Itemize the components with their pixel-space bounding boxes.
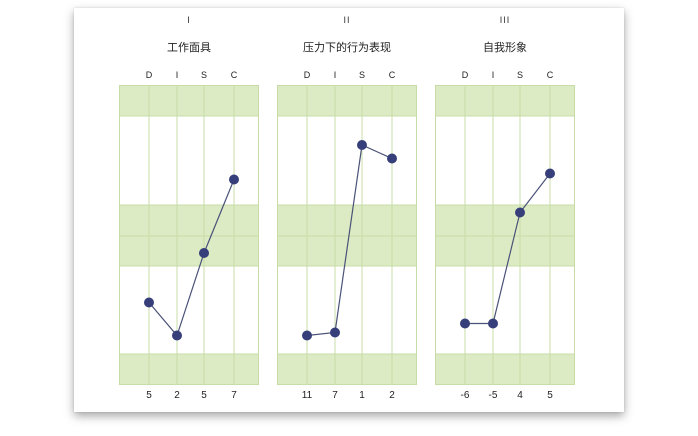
disc-chart: I 工作面具 D 5 I 2 S 5 C 7 II 压力下的行为表现 D 11 I 7 S 1 C 2 III 自我形象 D… xyxy=(119,15,575,401)
data-point-d xyxy=(302,330,312,341)
value-label-i: 7 xyxy=(332,390,338,401)
shaded-band-4 xyxy=(435,354,575,385)
value-label-s: 4 xyxy=(517,390,523,401)
disc-report-card: I 工作面具 D 5 I 2 S 5 C 7 II 压力下的行为表现 D 11 I 7 S 1 C 2 III 自我形象 D… xyxy=(74,8,624,412)
shaded-band-2 xyxy=(277,205,417,236)
column-label-c: C xyxy=(389,70,396,80)
value-label-c: 5 xyxy=(547,390,553,401)
data-point-c xyxy=(387,153,397,164)
shaded-band-1 xyxy=(277,85,417,116)
data-point-i xyxy=(330,327,340,338)
shaded-band-1 xyxy=(435,85,575,116)
column-label-c: C xyxy=(547,70,554,80)
series-line xyxy=(148,179,235,337)
value-label-s: 1 xyxy=(359,390,365,401)
shaded-band-2 xyxy=(119,205,259,236)
series-line xyxy=(306,144,393,337)
shaded-band-1 xyxy=(119,85,259,116)
data-point-i xyxy=(172,330,182,341)
shaded-band-4 xyxy=(119,354,259,385)
panel-title: 压力下的行为表现 xyxy=(303,40,391,54)
panel-numeral: III xyxy=(500,15,511,25)
panel-title: 自我形象 xyxy=(483,41,527,54)
chart-panel-1: I 工作面具 D 5 I 2 S 5 C 7 xyxy=(119,15,259,401)
data-point-s xyxy=(515,207,525,218)
value-label-s: 5 xyxy=(201,390,207,401)
column-label-i: I xyxy=(176,70,179,80)
chart-panel-3: III 自我形象 D -6 I -5 S 4 C 5 xyxy=(435,15,575,401)
value-label-i: 2 xyxy=(174,390,180,401)
column-label-d: D xyxy=(304,70,311,80)
plot-frame xyxy=(277,85,417,385)
data-point-c xyxy=(545,168,555,179)
column-label-s: S xyxy=(517,70,523,80)
data-point-i xyxy=(488,318,498,329)
column-label-s: S xyxy=(201,70,207,80)
plot-frame xyxy=(119,85,259,385)
shaded-band-2 xyxy=(435,205,575,236)
panel-title: 工作面具 xyxy=(167,41,211,54)
value-label-i: -5 xyxy=(489,390,498,401)
chart-panel-2: II 压力下的行为表现 D 11 I 7 S 1 C 2 xyxy=(277,15,417,401)
shaded-band-4 xyxy=(277,354,417,385)
column-label-c: C xyxy=(231,70,238,80)
column-label-d: D xyxy=(146,70,153,80)
panel-numeral: II xyxy=(343,15,350,25)
data-point-s xyxy=(357,140,367,150)
column-label-s: S xyxy=(359,70,365,80)
data-point-d xyxy=(144,297,154,308)
shaded-band-3 xyxy=(435,236,575,266)
value-label-d: 11 xyxy=(302,390,313,401)
data-point-s xyxy=(199,248,209,258)
column-label-d: D xyxy=(462,70,469,80)
value-label-d: -6 xyxy=(461,390,470,401)
column-label-i: I xyxy=(492,70,495,80)
data-point-d xyxy=(460,318,470,329)
value-label-c: 2 xyxy=(389,390,395,401)
panel-numeral: I xyxy=(187,15,191,25)
column-label-i: I xyxy=(334,70,337,80)
shaded-band-3 xyxy=(119,236,259,266)
plot-frame xyxy=(435,85,575,385)
series-line xyxy=(465,173,551,325)
data-point-c xyxy=(229,174,239,185)
value-label-d: 5 xyxy=(146,390,152,401)
value-label-c: 7 xyxy=(231,390,237,401)
